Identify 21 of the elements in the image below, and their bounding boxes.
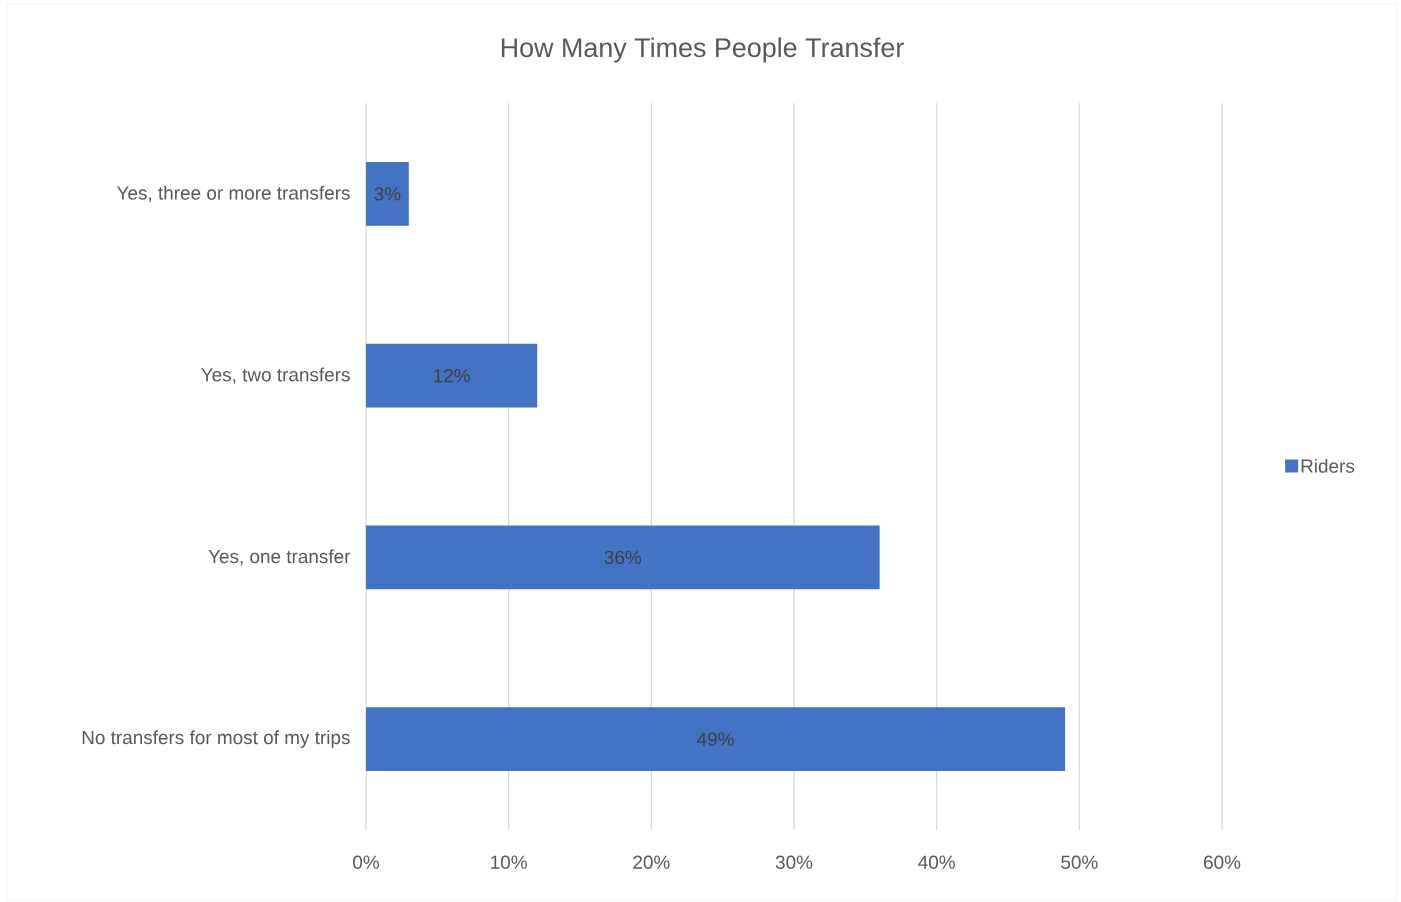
- data-label: 36%: [604, 550, 642, 565]
- y-tick-label: Yes, two transfers: [201, 367, 350, 384]
- data-label: 49%: [697, 732, 734, 746]
- x-tick-label: 10%: [491, 855, 527, 869]
- y-tick-label: Yes, one transfer: [208, 549, 351, 566]
- chart-title: How Many Times People Transfer: [501, 37, 904, 63]
- data-label: 3%: [374, 187, 401, 201]
- data-label: 12%: [434, 368, 470, 383]
- x-tick-label: 40%: [918, 855, 955, 869]
- y-tick-label: Yes, three or more transfers: [116, 185, 350, 202]
- bar: [366, 162, 409, 226]
- y-tick-label: No transfers for most of my trips: [82, 730, 350, 748]
- x-tick-label: 0%: [353, 855, 380, 869]
- x-tick-label: 30%: [775, 855, 813, 869]
- bar: [366, 343, 538, 408]
- bar: [366, 525, 880, 590]
- legend-label: Riders: [1301, 458, 1355, 473]
- x-tick-label: 20%: [633, 855, 670, 869]
- bar: [366, 707, 1066, 771]
- x-tick-label: 50%: [1061, 855, 1098, 869]
- x-tick-label: 60%: [1204, 855, 1241, 869]
